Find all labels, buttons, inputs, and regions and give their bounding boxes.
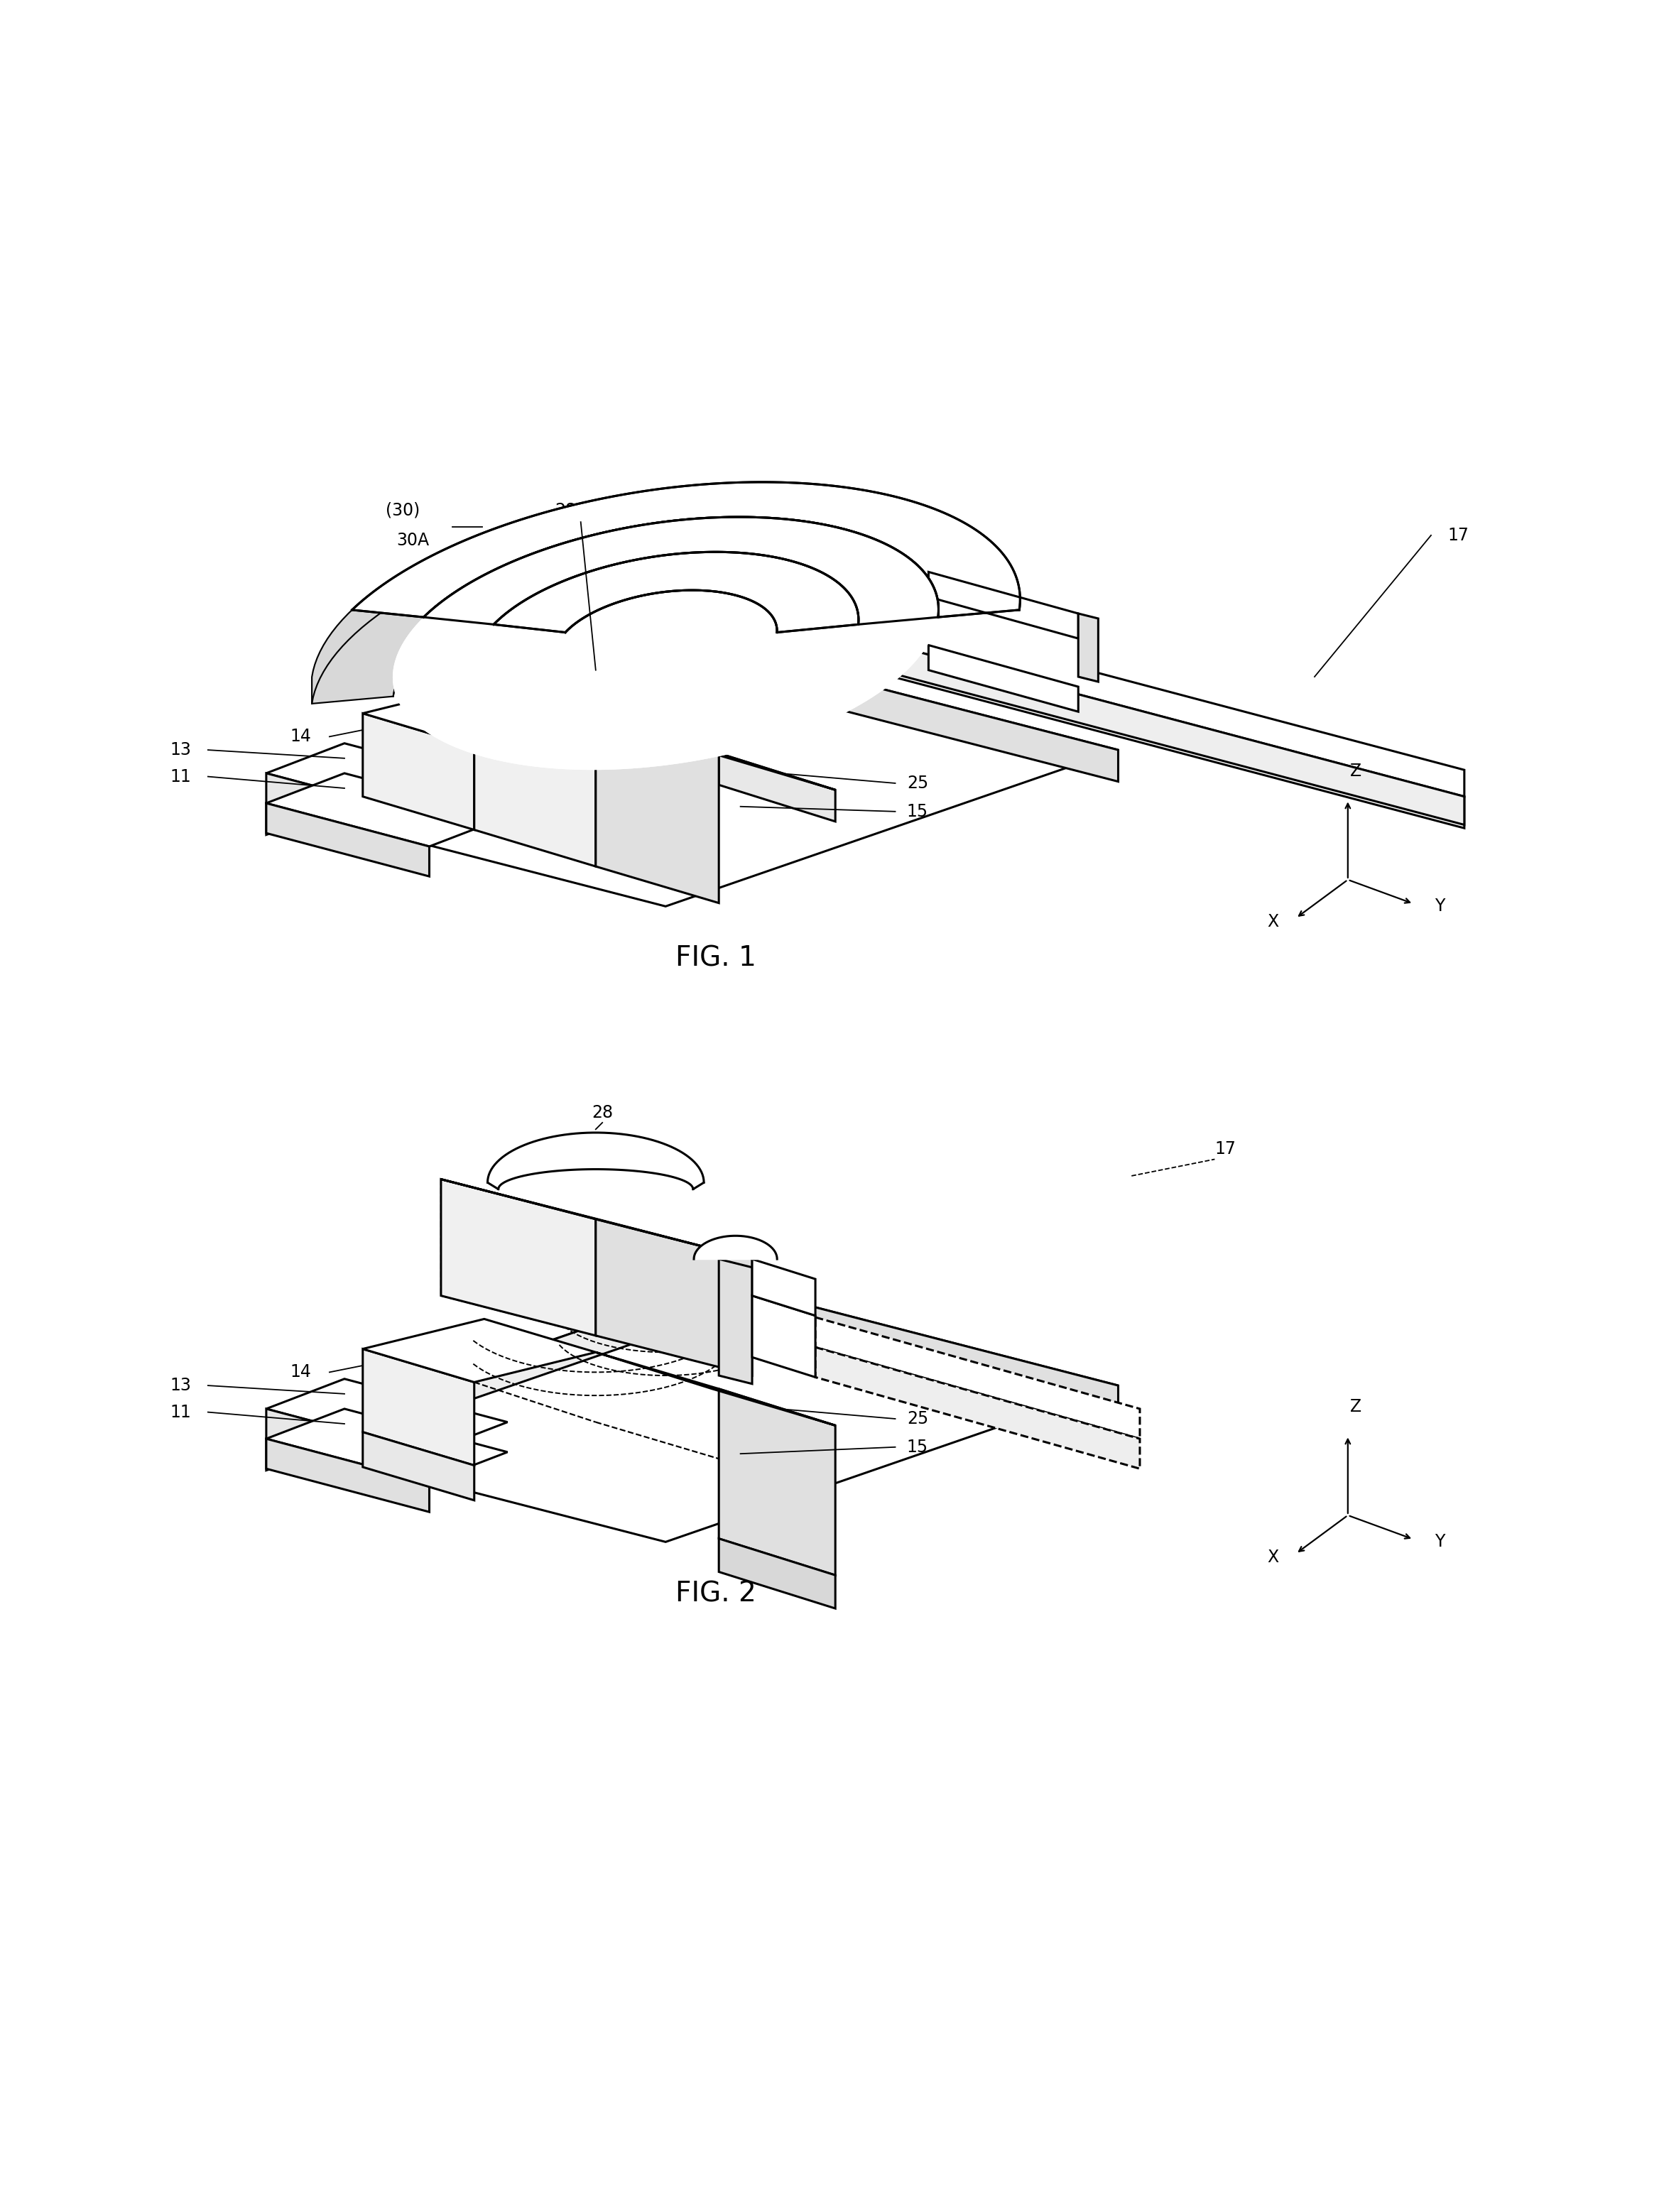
Polygon shape bbox=[1078, 613, 1098, 681]
Polygon shape bbox=[508, 659, 596, 719]
Text: 28: 28 bbox=[592, 1104, 612, 1121]
Polygon shape bbox=[266, 743, 508, 816]
Text: X: X bbox=[1268, 914, 1278, 931]
Text: 14: 14 bbox=[290, 1363, 311, 1380]
Text: 25: 25 bbox=[907, 1411, 929, 1427]
Polygon shape bbox=[596, 686, 686, 745]
Text: 15: 15 bbox=[907, 1438, 929, 1455]
Polygon shape bbox=[441, 1179, 596, 1336]
Polygon shape bbox=[266, 1409, 508, 1482]
Text: FIG. 1: FIG. 1 bbox=[676, 945, 755, 971]
Polygon shape bbox=[266, 1438, 429, 1513]
Polygon shape bbox=[752, 1259, 815, 1316]
Polygon shape bbox=[266, 646, 1118, 907]
Polygon shape bbox=[363, 712, 474, 830]
Polygon shape bbox=[719, 1389, 835, 1575]
Text: 13: 13 bbox=[170, 741, 191, 759]
Polygon shape bbox=[311, 482, 1020, 703]
Text: 28: 28 bbox=[556, 502, 576, 520]
Polygon shape bbox=[363, 1431, 474, 1500]
Polygon shape bbox=[474, 679, 719, 754]
Polygon shape bbox=[266, 1378, 508, 1451]
Polygon shape bbox=[393, 518, 938, 770]
Text: X: X bbox=[1268, 1548, 1278, 1566]
Text: FIG. 2: FIG. 2 bbox=[676, 1579, 755, 1608]
Polygon shape bbox=[849, 633, 1464, 827]
Text: 17: 17 bbox=[1448, 526, 1469, 544]
Polygon shape bbox=[266, 774, 508, 847]
Polygon shape bbox=[363, 1318, 596, 1382]
Text: 11: 11 bbox=[170, 768, 191, 785]
Polygon shape bbox=[719, 646, 1118, 781]
Polygon shape bbox=[554, 591, 777, 697]
Text: 17: 17 bbox=[1215, 1141, 1236, 1157]
Text: (30): (30) bbox=[386, 502, 419, 520]
Polygon shape bbox=[393, 518, 938, 770]
Text: 30A: 30A bbox=[396, 531, 429, 549]
Polygon shape bbox=[266, 1283, 1118, 1542]
Text: 25: 25 bbox=[907, 774, 929, 792]
Polygon shape bbox=[266, 1283, 719, 1471]
Polygon shape bbox=[266, 1409, 429, 1482]
Polygon shape bbox=[815, 1318, 1140, 1438]
Polygon shape bbox=[596, 717, 719, 902]
Polygon shape bbox=[596, 717, 835, 790]
Polygon shape bbox=[719, 1259, 752, 1385]
Polygon shape bbox=[596, 1219, 752, 1376]
Polygon shape bbox=[266, 774, 429, 847]
Polygon shape bbox=[266, 803, 429, 876]
Polygon shape bbox=[508, 659, 686, 712]
Polygon shape bbox=[752, 1296, 815, 1378]
Polygon shape bbox=[474, 679, 596, 867]
Text: 15: 15 bbox=[907, 803, 929, 821]
Polygon shape bbox=[929, 597, 1078, 686]
Polygon shape bbox=[494, 553, 859, 633]
Polygon shape bbox=[363, 684, 596, 748]
Text: 14: 14 bbox=[290, 728, 311, 745]
Text: 13: 13 bbox=[170, 1378, 191, 1394]
Polygon shape bbox=[815, 1347, 1140, 1469]
Polygon shape bbox=[849, 633, 1464, 825]
Polygon shape bbox=[363, 1349, 474, 1464]
Text: 11: 11 bbox=[170, 1405, 191, 1420]
Text: Y: Y bbox=[1434, 1533, 1444, 1551]
Text: Z: Z bbox=[1351, 763, 1361, 781]
Polygon shape bbox=[849, 606, 1464, 796]
Polygon shape bbox=[719, 1540, 835, 1608]
Text: Z: Z bbox=[1351, 1398, 1361, 1416]
Polygon shape bbox=[719, 1283, 1118, 1418]
Polygon shape bbox=[849, 566, 995, 626]
Polygon shape bbox=[353, 482, 1020, 617]
Polygon shape bbox=[266, 646, 719, 834]
Polygon shape bbox=[929, 573, 1078, 639]
Polygon shape bbox=[719, 754, 835, 821]
Polygon shape bbox=[849, 584, 995, 648]
Polygon shape bbox=[596, 1352, 835, 1425]
Polygon shape bbox=[441, 1179, 752, 1259]
Text: Y: Y bbox=[1434, 898, 1444, 914]
Polygon shape bbox=[929, 646, 1078, 712]
